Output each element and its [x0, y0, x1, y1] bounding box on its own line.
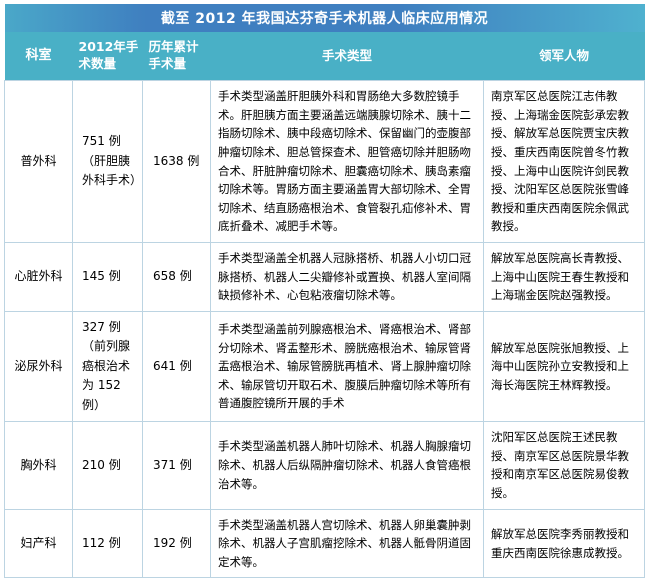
column-header-department: 科室 [4, 32, 73, 81]
cell-surgery-type: 手术类型涵盖机器人宫切除术、机器人卵巢囊肿剥除术、机器人子宫肌瘤挖除术、机器人骶… [210, 508, 484, 578]
cell-surgery-type: 手术类型涵盖前列腺癌根治术、肾癌根治术、肾部分切除术、肾盂整形术、膀胱癌根治术、… [210, 310, 484, 423]
table-title-row: 截至 2012 年我国达芬奇手术机器人临床应用情况 [4, 4, 645, 32]
cell-surgery-type: 手术类型涵盖机器人肺叶切除术、机器人胸腺瘤切除术、机器人后纵隔肿瘤切除术、机器人… [210, 421, 484, 510]
column-header-leading-figures: 领军人物 [483, 32, 645, 81]
cell-cumulative-count: 658 例 [142, 242, 211, 312]
column-header-year-2012-line1: 2012年手 [78, 39, 139, 55]
cell-leading-figures: 解放军总医院高长青教授、上海中山医院王春生教授和上海瑞金医院赵强教授。 [482, 242, 646, 312]
table-row: 胸外科 210 例 371 例 手术类型涵盖机器人肺叶切除术、机器人胸腺瘤切除术… [4, 421, 646, 510]
cell-department: 心脏外科 [4, 242, 73, 312]
cell-department: 妇产科 [4, 508, 73, 578]
table-container: 截至 2012 年我国达芬奇手术机器人临床应用情况 科室 2012年手 术数量 … [4, 4, 646, 578]
cell-department: 泌尿外科 [4, 310, 73, 423]
cell-year-2012-count: 210 例 [72, 421, 143, 510]
cell-department: 普外科 [4, 80, 73, 243]
cell-surgery-type: 手术类型涵盖全机器人冠脉搭桥、机器人小切口冠脉搭桥、机器人二尖瓣修补或置换、机器… [210, 242, 484, 312]
cell-cumulative-count: 371 例 [142, 421, 211, 510]
column-header-year-2012-count: 2012年手 术数量 [72, 32, 143, 81]
cell-cumulative-count: 192 例 [142, 508, 211, 578]
cell-cumulative-count: 1638 例 [142, 80, 211, 243]
column-header-cumulative-count: 历年累计 手术量 [142, 32, 211, 81]
cell-year-2012-count: 751 例（肝胆胰外科手术） [72, 80, 143, 243]
cell-leading-figures: 解放军总医院张旭教授、上海中山医院孙立安教授和上海长海医院王林辉教授。 [482, 310, 646, 423]
table-row: 妇产科 112 例 192 例 手术类型涵盖机器人宫切除术、机器人卵巢囊肿剥除术… [4, 508, 646, 578]
column-header-year-2012-line2: 术数量 [78, 56, 117, 71]
clinical-application-table: 截至 2012 年我国达芬奇手术机器人临床应用情况 科室 2012年手 术数量 … [4, 4, 646, 578]
cell-cumulative-count: 641 例 [142, 310, 211, 423]
cell-department: 胸外科 [4, 421, 73, 510]
table-row: 泌尿外科 327 例（前列腺癌根治术为 152 例） 641 例 手术类型涵盖前… [4, 310, 646, 423]
cell-leading-figures: 南京军区总医院江志伟教授、上海瑞金医院彭承宏教授、解放军总医院贾宝庆教授、重庆西… [482, 80, 646, 243]
cell-year-2012-count: 145 例 [72, 242, 143, 312]
cell-leading-figures: 沈阳军区总医院王述民教授、南京军区总医院景华教授和南京军区总医院易俊教授。 [482, 421, 646, 510]
table-row: 普外科 751 例（肝胆胰外科手术） 1638 例 手术类型涵盖肝胆胰外科和胃肠… [4, 80, 646, 243]
cell-year-2012-count: 327 例（前列腺癌根治术为 152 例） [72, 310, 143, 423]
column-header-cumulative-line1: 历年累计 [148, 39, 199, 55]
table-row: 心脏外科 145 例 658 例 手术类型涵盖全机器人冠脉搭桥、机器人小切口冠脉… [4, 242, 646, 312]
column-header-cumulative-line2: 手术量 [148, 56, 187, 71]
table-header-row: 科室 2012年手 术数量 历年累计 手术量 手术类型 领军人物 [4, 32, 645, 81]
cell-year-2012-count: 112 例 [72, 508, 143, 578]
cell-leading-figures: 解放军总医院李秀丽教授和重庆西南医院徐惠成教授。 [482, 508, 646, 578]
column-header-surgery-type: 手术类型 [210, 32, 484, 81]
cell-surgery-type: 手术类型涵盖肝胆胰外科和胃肠绝大多数腔镜手术。肝胆胰方面主要涵盖远端胰腺切除术、… [210, 80, 484, 243]
page-title: 截至 2012 年我国达芬奇手术机器人临床应用情况 [4, 4, 645, 32]
